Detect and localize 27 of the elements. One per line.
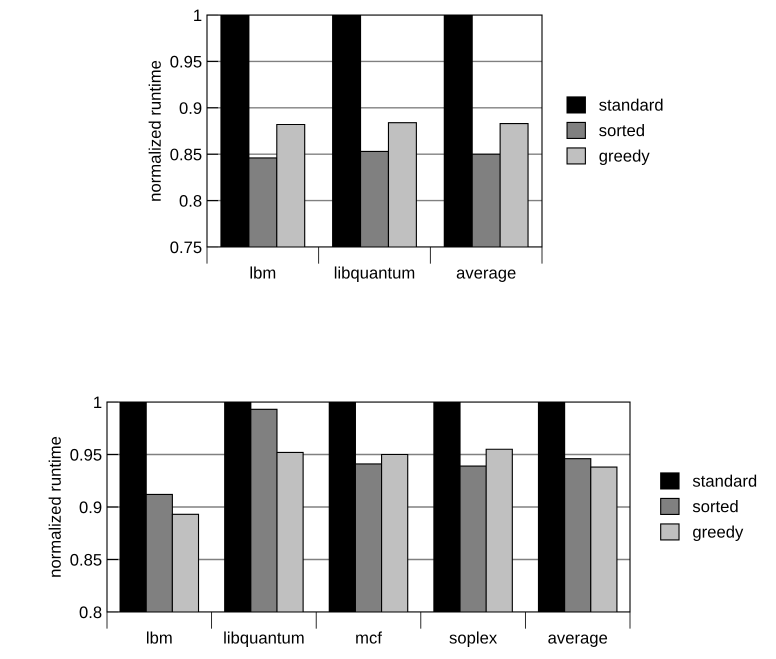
y-tick-label: 0.85 xyxy=(70,554,102,566)
y-tick-label: 0.95 xyxy=(70,448,102,461)
legend-label: standard xyxy=(599,98,663,111)
y-tick-label: 0.75 xyxy=(170,241,202,254)
y-tick-label: 1 xyxy=(194,10,202,22)
x-tick-label: libquantum xyxy=(334,266,414,282)
x-tick-label: lbm xyxy=(250,266,276,279)
x-tick-label: soplex xyxy=(449,631,498,647)
legend-label: standard xyxy=(692,474,756,487)
y-tick-label: 0.8 xyxy=(180,195,202,207)
legend-label: greedy xyxy=(693,525,744,542)
y-tick-label: 0.9 xyxy=(180,102,202,114)
y-tick-label: 0.8 xyxy=(80,606,102,618)
x-tick-label: libquantum xyxy=(224,631,304,647)
y-axis-title: normalized runtime xyxy=(148,60,161,201)
y-tick-label: 0.9 xyxy=(80,501,102,514)
x-tick-label: mcf xyxy=(356,631,382,644)
x-tick-label: lbm xyxy=(146,631,172,644)
y-tick-label: 0.95 xyxy=(170,56,202,68)
legend-label: greedy xyxy=(599,149,650,166)
legend-label: sorted xyxy=(599,124,644,136)
y-tick-label: 0.85 xyxy=(170,148,202,160)
y-axis-title: normalized runtime xyxy=(48,436,61,577)
legend-label: sorted xyxy=(692,500,738,512)
x-tick-label: average xyxy=(456,270,516,282)
x-tick-label: average xyxy=(548,634,608,647)
y-tick-label: 1 xyxy=(94,396,102,408)
